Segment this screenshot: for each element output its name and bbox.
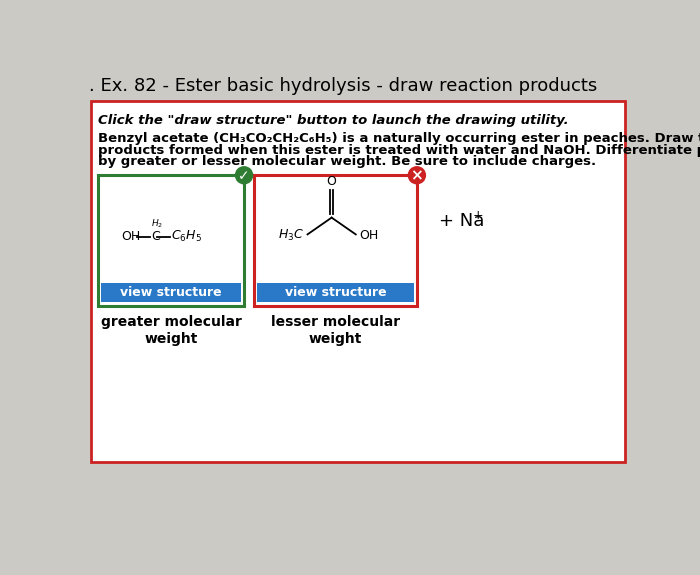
Text: $H_3C$: $H_3C$ <box>279 228 304 243</box>
Text: greater molecular
weight: greater molecular weight <box>101 316 242 346</box>
Text: ✓: ✓ <box>238 169 250 183</box>
Bar <box>98 175 244 306</box>
Bar <box>92 101 624 462</box>
Circle shape <box>235 167 253 184</box>
Text: + Na: + Na <box>439 212 484 231</box>
Text: ×: × <box>410 168 424 183</box>
Text: Benzyl acetate (CH₃CO₂CH₂C₆H₅) is a naturally occurring ester in peaches. Draw t: Benzyl acetate (CH₃CO₂CH₂C₆H₅) is a natu… <box>98 132 700 145</box>
Text: +: + <box>473 209 483 222</box>
Text: O: O <box>327 175 337 189</box>
Text: $H_2$: $H_2$ <box>151 217 163 230</box>
Text: $C_6H_5$: $C_6H_5$ <box>172 229 202 244</box>
Text: OH: OH <box>359 229 378 243</box>
Text: view structure: view structure <box>120 286 222 299</box>
Bar <box>254 175 417 306</box>
Text: . Ex. 82 - Ester basic hydrolysis - draw reaction products: . Ex. 82 - Ester basic hydrolysis - draw… <box>89 77 597 95</box>
Text: products formed when this ester is treated with water and NaOH. Differentiate pr: products formed when this ester is treat… <box>98 144 700 157</box>
Text: OH: OH <box>122 231 141 243</box>
Bar <box>102 283 241 301</box>
Text: lesser molecular
weight: lesser molecular weight <box>271 316 400 346</box>
Text: Click the "draw structure" button to launch the drawing utility.: Click the "draw structure" button to lau… <box>98 114 569 126</box>
Bar <box>257 283 414 301</box>
Circle shape <box>408 167 426 184</box>
Text: view structure: view structure <box>285 286 386 299</box>
Text: by greater or lesser molecular weight. Be sure to include charges.: by greater or lesser molecular weight. B… <box>98 155 596 168</box>
Text: C: C <box>151 231 160 243</box>
